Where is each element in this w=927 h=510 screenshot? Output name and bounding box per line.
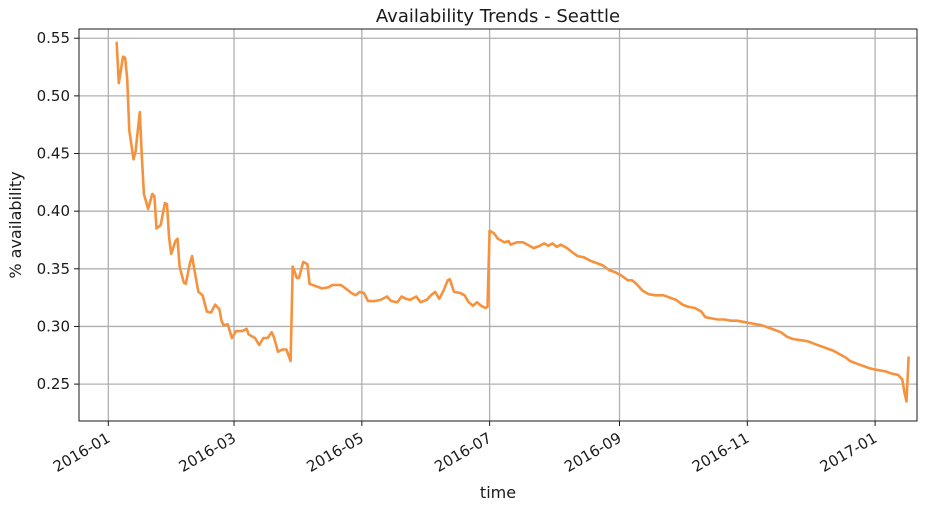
y-tick-label: 0.45 [37, 145, 70, 163]
y-tick-label: 0.25 [37, 375, 70, 393]
chart-title: Availability Trends - Seattle [376, 6, 620, 27]
y-tick-label: 0.55 [37, 29, 70, 47]
y-gridlines [79, 37, 917, 385]
y-axis-ticks: 0.25 0.30 0.35 0.40 0.45 0.50 0.55 [37, 29, 79, 393]
x-tick-label: 2016-05 [304, 429, 367, 476]
y-tick-label: 0.30 [37, 317, 70, 335]
x-axis-label: time [480, 483, 516, 502]
plot-area-frame [78, 28, 918, 422]
y-tick-label: 0.35 [37, 260, 70, 278]
x-gridlines [107, 29, 876, 421]
y-tick-label: 0.50 [37, 87, 70, 105]
x-tick-label: 2016-11 [689, 429, 752, 476]
x-tick-label: 2017-01 [817, 429, 880, 476]
y-tick-label: 0.40 [37, 202, 70, 220]
series-line [115, 41, 910, 403]
x-tick-label: 2016-07 [431, 429, 494, 476]
x-tick-label: 2016-03 [176, 429, 239, 476]
y-axis-label: % availability [6, 171, 25, 278]
x-tick-label: 2016-01 [50, 429, 113, 476]
x-axis-ticks: 2016-01 2016-03 2016-05 2016-07 2016-09 2016-… [50, 421, 880, 476]
x-tick-label: 2016-09 [561, 429, 624, 476]
